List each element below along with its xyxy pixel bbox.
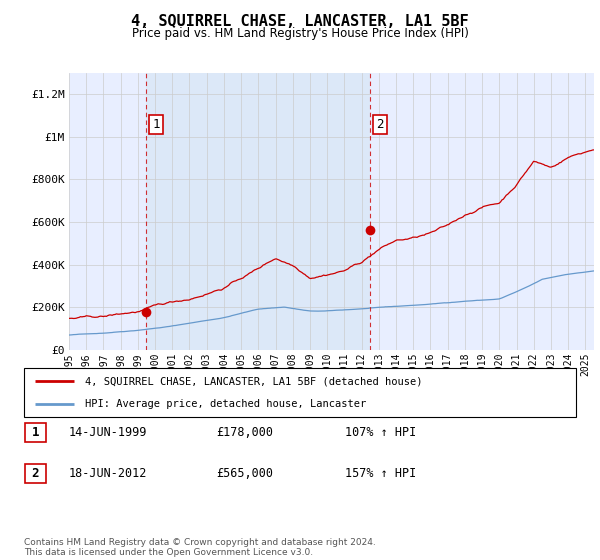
Text: 4, SQUIRREL CHASE, LANCASTER, LA1 5BF (detached house): 4, SQUIRREL CHASE, LANCASTER, LA1 5BF (d…	[85, 376, 422, 386]
Text: 1: 1	[32, 426, 39, 439]
Text: 1: 1	[152, 118, 160, 131]
Text: 2: 2	[376, 118, 384, 131]
Text: 18-JUN-2012: 18-JUN-2012	[69, 466, 148, 480]
Text: HPI: Average price, detached house, Lancaster: HPI: Average price, detached house, Lanc…	[85, 399, 366, 409]
Text: £178,000: £178,000	[216, 426, 273, 439]
Text: 14-JUN-1999: 14-JUN-1999	[69, 426, 148, 439]
Bar	[146, 73, 370, 350]
Text: 107% ↑ HPI: 107% ↑ HPI	[345, 426, 416, 439]
Text: £565,000: £565,000	[216, 466, 273, 480]
Text: Contains HM Land Registry data © Crown copyright and database right 2024.
This d: Contains HM Land Registry data © Crown c…	[24, 538, 376, 557]
Text: 157% ↑ HPI: 157% ↑ HPI	[345, 466, 416, 480]
Text: 2: 2	[32, 466, 39, 480]
Text: Price paid vs. HM Land Registry's House Price Index (HPI): Price paid vs. HM Land Registry's House …	[131, 27, 469, 40]
Text: 4, SQUIRREL CHASE, LANCASTER, LA1 5BF: 4, SQUIRREL CHASE, LANCASTER, LA1 5BF	[131, 14, 469, 29]
